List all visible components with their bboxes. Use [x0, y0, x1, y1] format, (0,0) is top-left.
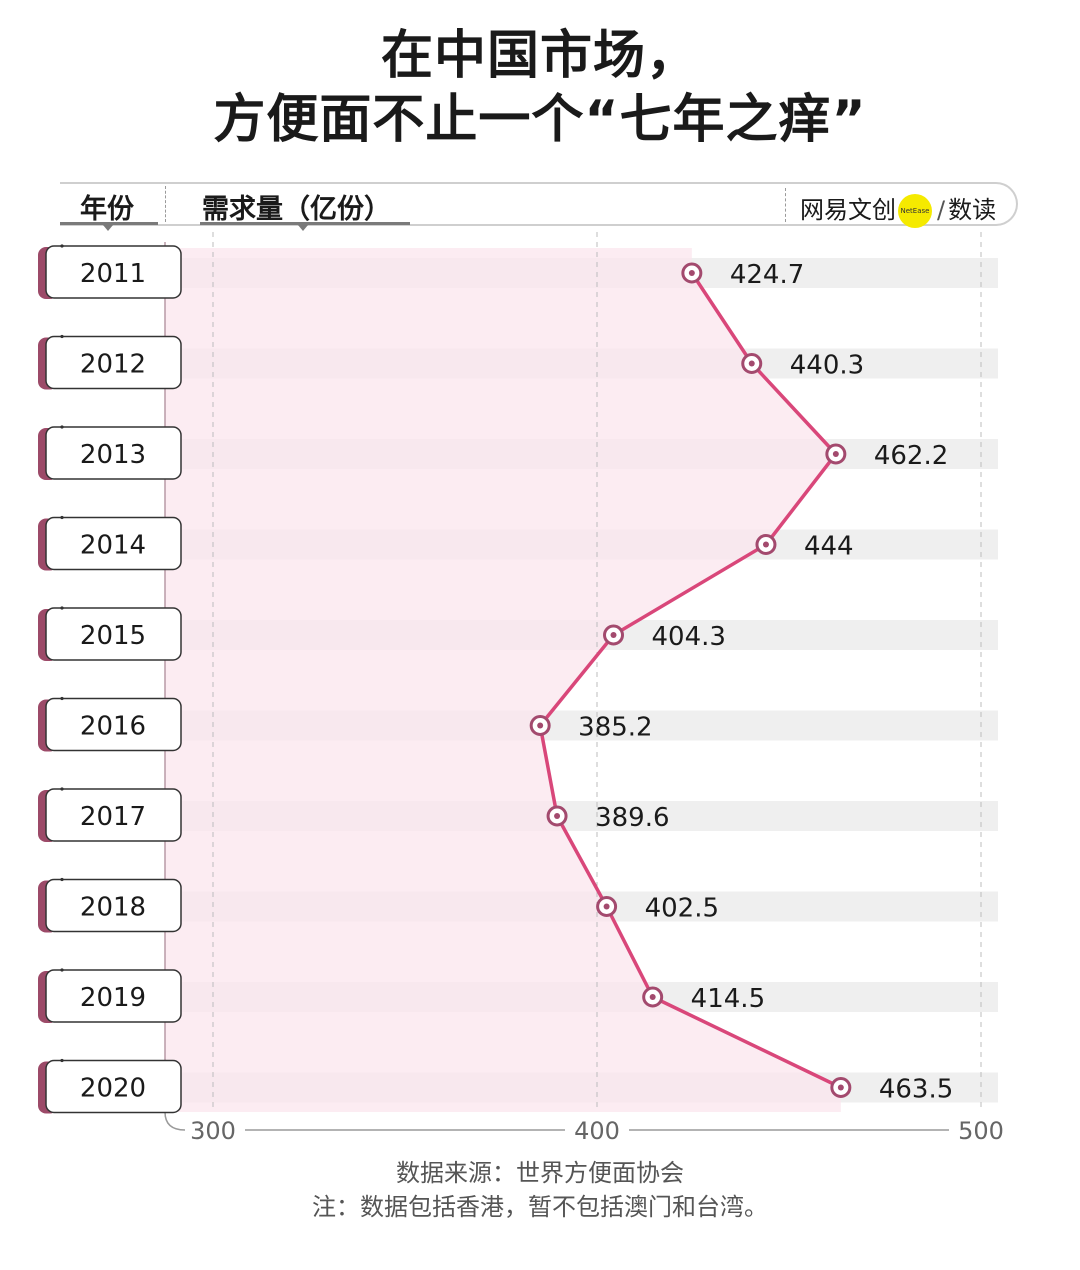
- x-axis-corner: [164, 1111, 186, 1131]
- year-tab: [45, 335, 182, 390]
- year-tab: [45, 969, 182, 1023]
- note-line: 注：数据包括香港，暂不包括澳门和台湾。: [312, 1193, 768, 1221]
- data-label: 389.6: [595, 803, 669, 833]
- year-column-header: 年份: [80, 194, 134, 225]
- data-label: 424.7: [730, 260, 804, 290]
- year-tab-dot: [60, 696, 64, 701]
- data-label: 462.2: [874, 441, 948, 471]
- logo-divider: [785, 188, 786, 222]
- x-tick-label: 400: [574, 1117, 620, 1145]
- title-line-1: 在中国市场，: [380, 26, 699, 86]
- line-chart: 300 400 500 424.7 440.3 462.2 444 404.3 385.2 389…: [38, 232, 1004, 1145]
- logo-slash: /: [937, 196, 946, 224]
- year-label: 2015: [80, 621, 146, 651]
- logo-suffix: 数读: [948, 196, 997, 224]
- year-label: 2013: [80, 440, 146, 470]
- year-tab-dot: [60, 968, 64, 972]
- data-point-center: [603, 903, 610, 910]
- header-bar: [60, 182, 1018, 226]
- year-label: 2018: [80, 893, 146, 923]
- data-label: 440.3: [790, 351, 864, 381]
- data-point-center: [537, 722, 544, 729]
- year-header-pointer: [103, 225, 113, 231]
- year-tab-dot: [60, 606, 64, 610]
- source-line: 数据来源：世界方便面协会: [396, 1159, 684, 1187]
- demand-header-pointer: [298, 225, 308, 231]
- data-label: 402.5: [645, 894, 719, 924]
- data-point-center: [610, 632, 617, 638]
- data-label: 385.2: [578, 713, 652, 743]
- data-point-center: [762, 541, 769, 548]
- year-tab-dot: [60, 1058, 64, 1063]
- year-tab-dot: [60, 334, 64, 339]
- title-line-2: 方便面不止一个“七年之痒”: [213, 90, 867, 150]
- x-tick-label: 300: [190, 1117, 236, 1145]
- year-tab-dot: [60, 877, 64, 882]
- data-label: 463.5: [879, 1075, 953, 1105]
- year-tab: [45, 697, 182, 752]
- area-fill: [165, 248, 841, 1112]
- year-label: 2020: [80, 1074, 146, 1104]
- year-header-underline: [60, 222, 158, 225]
- data-point-center: [837, 1084, 844, 1091]
- source-note: 数据来源：世界方便面协会 注：数据包括香港，暂不包括澳门和台湾。: [0, 1156, 1080, 1224]
- year-tab: [45, 245, 182, 299]
- data-point-center: [554, 813, 561, 819]
- data-label: 444: [804, 532, 854, 562]
- year-label: 2019: [80, 983, 146, 1013]
- data-label: 404.3: [652, 622, 726, 652]
- demand-axis-header: 需求量（亿份）: [202, 194, 391, 225]
- data-point-center: [688, 270, 695, 276]
- year-tab: [45, 788, 182, 842]
- chart-title: 在中国市场， 方便面不止一个“七年之痒”: [0, 24, 1080, 152]
- year-label: 2017: [80, 802, 146, 832]
- year-tab-dot: [60, 515, 64, 520]
- year-label: 2016: [80, 712, 146, 742]
- year-tab-dot: [60, 787, 64, 791]
- logo-text: 网易文创: [800, 196, 896, 224]
- year-label: 2012: [80, 350, 146, 380]
- year-tab: [45, 878, 182, 933]
- year-tab: [45, 426, 182, 480]
- year-label: 2011: [80, 259, 146, 289]
- data-label: 414.5: [691, 984, 765, 1014]
- demand-header-underline: [200, 222, 410, 225]
- series-line: [538, 272, 842, 1090]
- year-tab-dot: [60, 244, 64, 248]
- netease-logo: 网易文创 NetEase / 数读: [800, 190, 996, 228]
- year-tab-dot: [60, 425, 64, 429]
- logo-badge: NetEase: [898, 194, 932, 228]
- x-tick-label: 500: [958, 1117, 1004, 1145]
- year-tab: [45, 1059, 182, 1114]
- year-tab: [45, 516, 182, 571]
- data-point-center: [649, 994, 656, 1000]
- data-point-center: [748, 360, 755, 367]
- year-label: 2014: [80, 531, 146, 561]
- year-tab: [45, 607, 182, 661]
- data-point-center: [832, 451, 839, 457]
- header-divider: [165, 186, 166, 222]
